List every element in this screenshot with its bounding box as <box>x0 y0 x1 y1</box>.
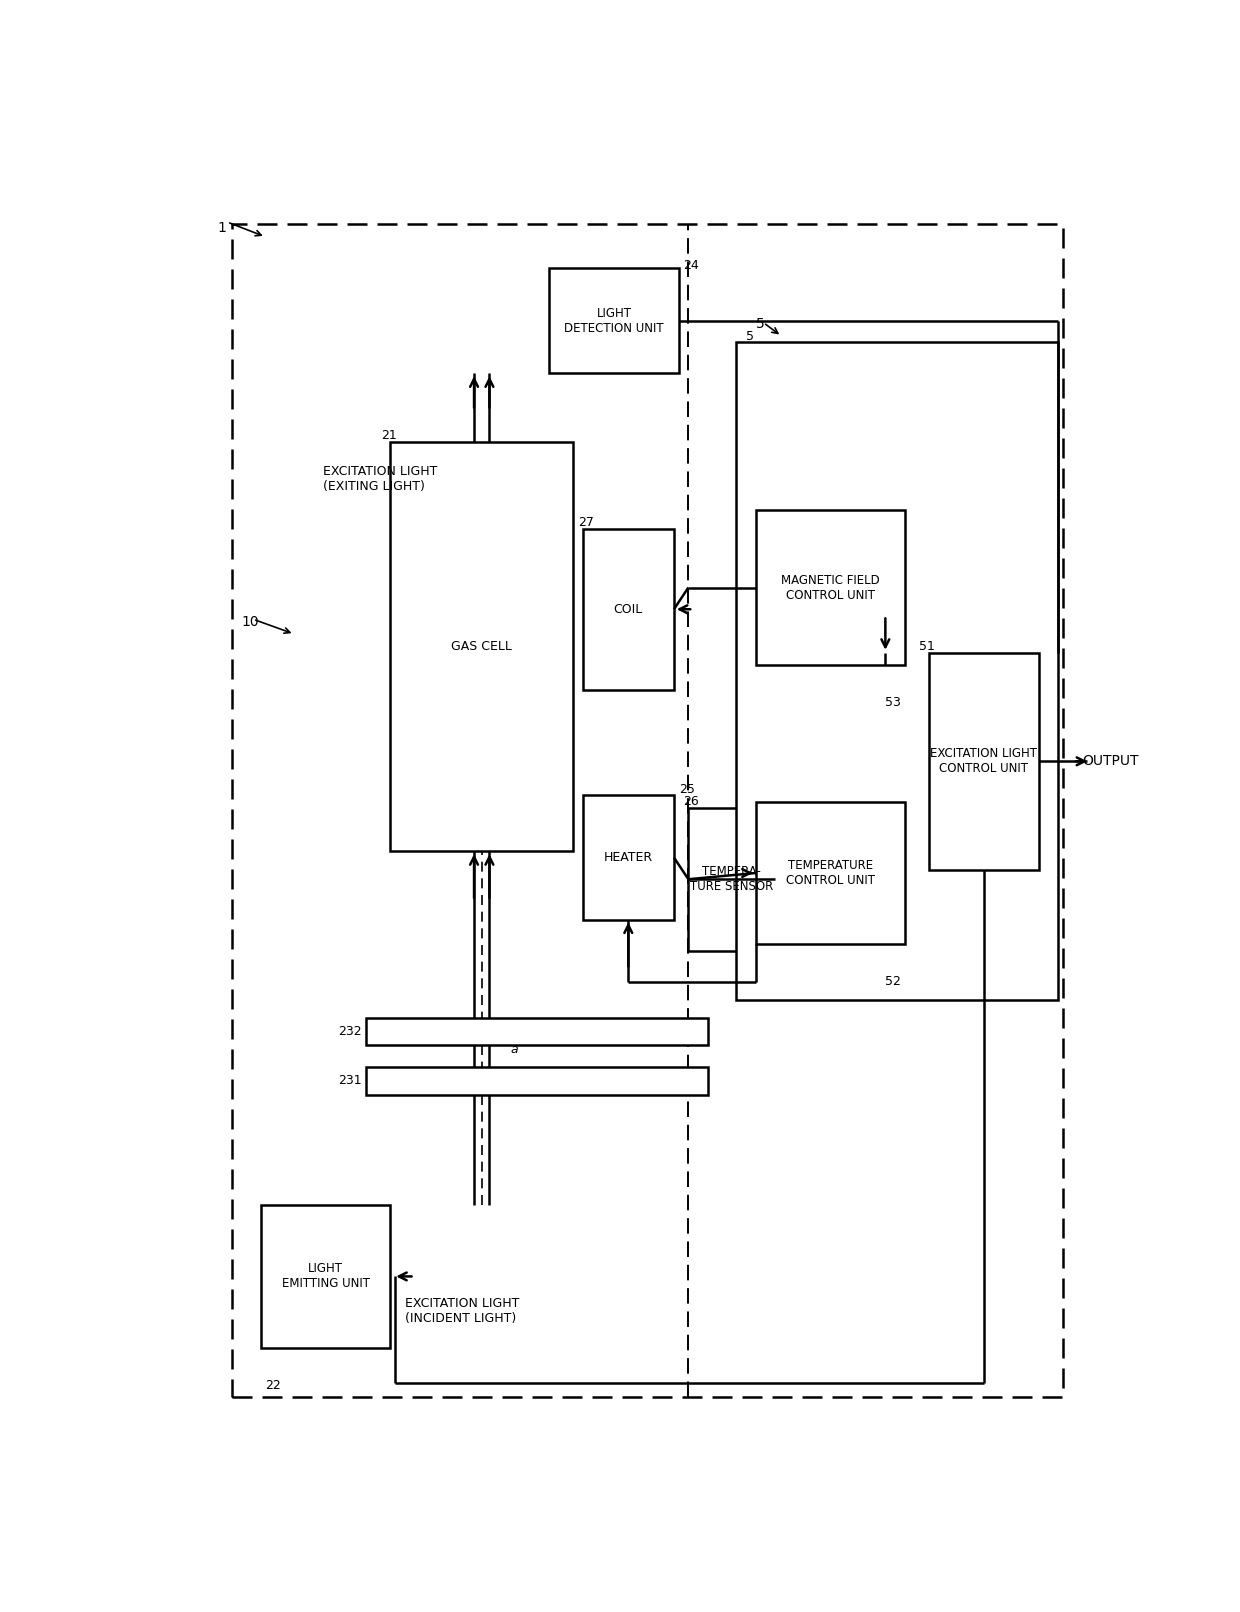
Text: 24: 24 <box>683 260 699 272</box>
Text: OUTPUT: OUTPUT <box>1083 754 1138 769</box>
Text: EXCITATION LIGHT
CONTROL UNIT: EXCITATION LIGHT CONTROL UNIT <box>930 748 1038 775</box>
Text: TEMPERATURE
CONTROL UNIT: TEMPERATURE CONTROL UNIT <box>786 859 874 887</box>
Text: LIGHT
EMITTING UNIT: LIGHT EMITTING UNIT <box>281 1262 370 1291</box>
Text: 25: 25 <box>678 783 694 796</box>
FancyBboxPatch shape <box>737 342 1058 999</box>
Text: EXCITATION LIGHT
(INCIDENT LIGHT): EXCITATION LIGHT (INCIDENT LIGHT) <box>404 1296 520 1325</box>
Text: 1: 1 <box>217 221 227 235</box>
Text: 10: 10 <box>242 614 259 629</box>
Text: 26: 26 <box>683 795 699 808</box>
FancyBboxPatch shape <box>391 442 573 851</box>
Text: 22: 22 <box>265 1378 281 1391</box>
FancyBboxPatch shape <box>583 795 675 919</box>
Text: HEATER: HEATER <box>604 851 652 864</box>
Text: COIL: COIL <box>614 603 642 616</box>
FancyBboxPatch shape <box>688 808 775 951</box>
Text: GAS CELL: GAS CELL <box>451 640 512 653</box>
FancyBboxPatch shape <box>755 801 905 945</box>
Text: 52: 52 <box>885 975 901 988</box>
Text: LIGHT
DETECTION UNIT: LIGHT DETECTION UNIT <box>564 306 663 335</box>
FancyBboxPatch shape <box>367 1067 708 1095</box>
FancyBboxPatch shape <box>755 509 905 666</box>
Text: 27: 27 <box>578 516 594 529</box>
FancyBboxPatch shape <box>929 653 1039 870</box>
Text: 51: 51 <box>919 640 935 653</box>
Text: 5: 5 <box>746 330 754 343</box>
Text: 21: 21 <box>381 429 397 442</box>
Text: TEMPERA-
TURE SENSOR: TEMPERA- TURE SENSOR <box>689 866 774 893</box>
FancyBboxPatch shape <box>549 268 678 374</box>
FancyBboxPatch shape <box>260 1206 391 1348</box>
Text: 53: 53 <box>885 696 901 709</box>
Text: a: a <box>511 1043 518 1056</box>
Text: EXCITATION LIGHT
(EXITING LIGHT): EXCITATION LIGHT (EXITING LIGHT) <box>324 464 438 493</box>
Text: MAGNETIC FIELD
CONTROL UNIT: MAGNETIC FIELD CONTROL UNIT <box>781 574 879 601</box>
Text: 5: 5 <box>755 318 764 330</box>
FancyBboxPatch shape <box>367 1017 708 1045</box>
FancyBboxPatch shape <box>583 529 675 690</box>
Text: 231: 231 <box>339 1075 362 1088</box>
Text: 232: 232 <box>339 1025 362 1038</box>
